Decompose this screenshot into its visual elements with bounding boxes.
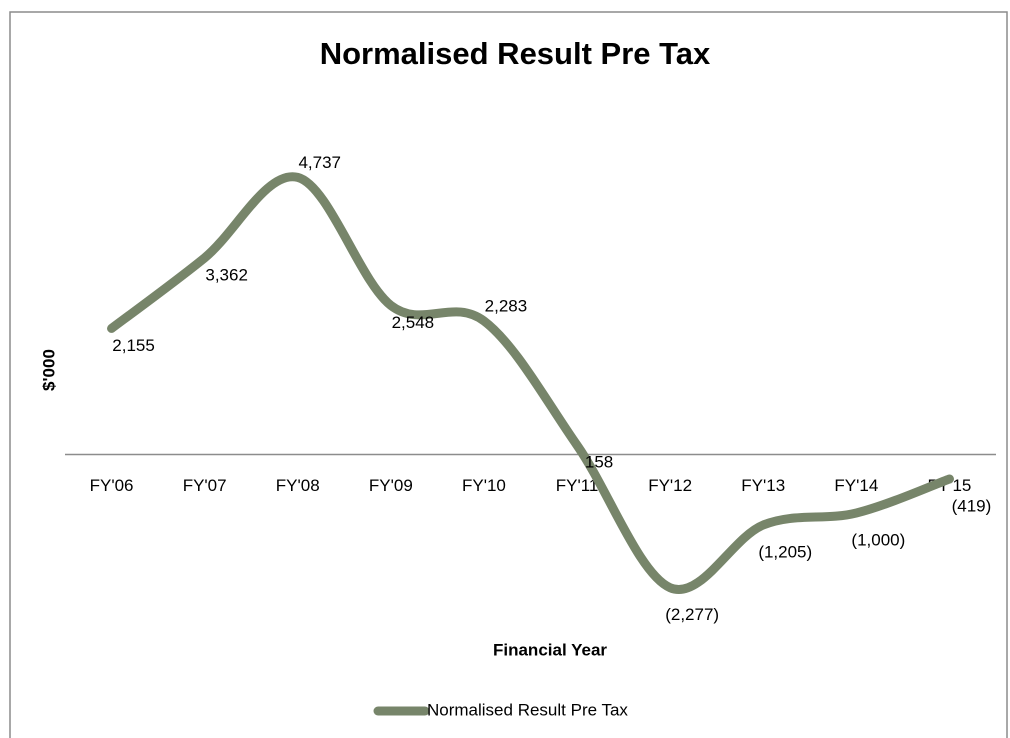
x-tick-label: FY'09 (369, 476, 413, 495)
chart-title: Normalised Result Pre Tax (320, 36, 711, 71)
y-axis-label: $'000 (39, 349, 58, 391)
data-label: (1,205) (758, 542, 812, 561)
chart-border (9, 11, 1008, 738)
data-label: 2,155 (112, 336, 155, 355)
data-label: 4,737 (298, 153, 341, 172)
x-tick-label: FY'08 (276, 476, 320, 495)
x-tick-label: FY'10 (462, 476, 506, 495)
line (107, 172, 954, 594)
x-tick-label: FY'13 (741, 476, 785, 495)
data-label: (419) (952, 496, 992, 515)
x-tick-label: FY'12 (648, 476, 692, 495)
data-label: 158 (585, 453, 613, 472)
data-label: (1,000) (851, 530, 905, 549)
data-label: 2,548 (392, 313, 435, 332)
data-label: 2,283 (485, 296, 528, 315)
x-tick-label: FY'06 (90, 476, 134, 495)
data-label: (2,277) (665, 605, 719, 624)
legend-label: Normalised Result Pre Tax (427, 700, 628, 719)
x-tick-label: FY'11 (556, 476, 599, 495)
x-tick-label: FY'07 (183, 476, 227, 495)
data-label: 3,362 (205, 265, 248, 284)
x-tick-label: FY'14 (834, 476, 878, 495)
x-axis-label: Financial Year (493, 640, 607, 659)
